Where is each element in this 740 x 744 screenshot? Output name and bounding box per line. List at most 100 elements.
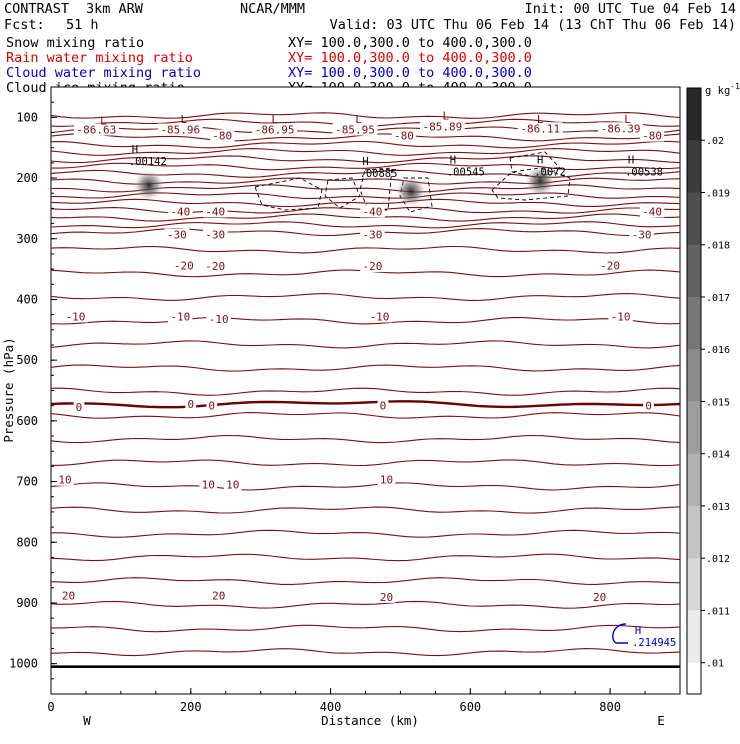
temperature-label-bg bbox=[377, 399, 389, 412]
temperature-label: -86.11 bbox=[520, 122, 560, 135]
temperature-label: -30 bbox=[363, 229, 383, 242]
high-marker: H bbox=[450, 155, 456, 167]
colorbar-swatch bbox=[687, 401, 701, 455]
temperature-label: -20 bbox=[363, 260, 383, 273]
y-tick-label: 400 bbox=[16, 292, 38, 306]
temperature-label-bg bbox=[252, 123, 298, 136]
temperature-label: -86.95 bbox=[255, 123, 295, 136]
high-marker-value: .00538 bbox=[625, 167, 663, 179]
temperature-label: 0 bbox=[645, 400, 652, 413]
colorbar-unit: g kg-1 bbox=[705, 82, 740, 97]
x-axis-east-label: E bbox=[657, 713, 665, 728]
isotherm-line bbox=[51, 162, 680, 171]
x-axis-west-label: W bbox=[83, 713, 91, 728]
colorbar-tick-label: .015 bbox=[706, 397, 730, 408]
field-xy-rain: XY= 100.0,300.0 to 400.0,300.0 bbox=[288, 50, 532, 66]
temperature-label-bg bbox=[210, 129, 235, 142]
temperature-label-bg bbox=[203, 228, 228, 241]
isotherm-line bbox=[51, 412, 680, 419]
isotherm-line bbox=[51, 221, 680, 229]
temperature-label: -80 bbox=[212, 130, 232, 143]
colorbar-tick-label: .012 bbox=[706, 554, 730, 565]
temperature-label-bg bbox=[517, 122, 563, 135]
colorbar-swatch bbox=[687, 349, 701, 402]
high-marker-value: .0072 bbox=[534, 167, 566, 179]
low-marker: L bbox=[180, 113, 187, 126]
isotherm-line bbox=[51, 624, 680, 633]
temperature-label: 10 bbox=[202, 479, 215, 492]
temperature-label-bg bbox=[199, 478, 218, 491]
isotherm-line bbox=[51, 245, 680, 254]
colorbar-tick-label: .018 bbox=[706, 241, 730, 252]
colorbar: g kg-1 .02 .019 .018 .017 .016 .015 .014 .013 .0… bbox=[686, 82, 740, 716]
isotherm-line bbox=[51, 364, 680, 372]
center-name: NCAR/MMM bbox=[240, 1, 305, 17]
temperature-label-bg bbox=[203, 205, 228, 218]
temperature-label: -20 bbox=[205, 260, 225, 273]
temperature-label: -86.63 bbox=[77, 123, 117, 136]
colorbar-tick-label: .01 bbox=[706, 659, 724, 670]
contour-labels: -86.63 -85.96 -86.95 -85.95 -85.89 -86.11 -86.… bbox=[56, 120, 665, 604]
isotherm-line bbox=[51, 434, 680, 444]
colorbar-tick-label: .017 bbox=[706, 293, 730, 304]
high-marker-value: .00545 bbox=[447, 167, 485, 179]
fcst-label: Fcst: bbox=[4, 17, 45, 33]
colorbar-unit-text: g kg bbox=[705, 85, 730, 97]
temperature-label-bg bbox=[171, 259, 196, 272]
temperature-label-bg bbox=[391, 129, 417, 142]
isotherm-line bbox=[51, 648, 680, 657]
temperature-label: 20 bbox=[62, 590, 75, 603]
isotherm-line bbox=[51, 293, 680, 301]
temperature-label-bg bbox=[629, 228, 654, 241]
temperature-label-bg bbox=[332, 123, 378, 136]
colorbar-swatch bbox=[687, 453, 701, 507]
temperature-label-bg bbox=[360, 228, 385, 241]
temperature-label: -80 bbox=[394, 130, 414, 143]
temperature-label-bg bbox=[168, 310, 193, 323]
colorbar-tick-label: .016 bbox=[706, 345, 730, 356]
x-axis-title: Distance (km) bbox=[321, 713, 419, 728]
header: CONTRAST 3km ARW NCAR/MMM Init: 00 UTC T… bbox=[4, 1, 736, 33]
field-name-snow: Snow mixing ratio bbox=[6, 35, 144, 51]
temperature-label: 20 bbox=[380, 591, 393, 604]
high-marker: H bbox=[628, 155, 634, 167]
temperature-label-bg bbox=[73, 400, 85, 413]
temperature-label-bg bbox=[59, 589, 78, 602]
y-tick-label: 200 bbox=[16, 171, 38, 185]
temperature-label-bg bbox=[223, 478, 242, 491]
temperature-label: 10 bbox=[380, 474, 393, 487]
temperature-label: -86.39 bbox=[601, 122, 641, 135]
isotherm-line bbox=[51, 506, 680, 514]
y-tick-label: 500 bbox=[16, 353, 38, 367]
cloud-ice-outline bbox=[491, 167, 571, 201]
project-name: CONTRAST bbox=[4, 1, 69, 17]
temperature-label: -10 bbox=[611, 310, 631, 323]
low-marker: L bbox=[537, 113, 544, 126]
temperature-label-bg bbox=[377, 590, 396, 603]
colorbar-swatch bbox=[687, 192, 701, 246]
cloud-ice-maximum bbox=[133, 170, 164, 201]
temperature-label: -85.96 bbox=[160, 123, 200, 136]
temperature-label-bg bbox=[157, 123, 203, 136]
low-marker: L bbox=[355, 113, 362, 126]
field-name-rain: Rain water mixing ratio bbox=[6, 50, 193, 66]
colorbar-unit-exp: -1 bbox=[730, 82, 740, 91]
temperature-label: 0 bbox=[380, 400, 387, 413]
y-tick-label: 800 bbox=[16, 535, 38, 549]
temperature-label-bg bbox=[164, 228, 189, 241]
y-tick-label: 600 bbox=[16, 414, 38, 428]
temperature-label: 10 bbox=[226, 479, 239, 492]
temperature-label: 20 bbox=[593, 591, 606, 604]
temperature-label: -30 bbox=[205, 229, 225, 242]
isotherm-line bbox=[51, 198, 680, 208]
field-name-cloud-water: Cloud water mixing ratio bbox=[6, 65, 201, 81]
isotherm-line bbox=[51, 387, 680, 396]
cloud-ice-maximum bbox=[525, 166, 556, 197]
temperature-label: -30 bbox=[167, 229, 187, 242]
colorbar-swatch bbox=[687, 610, 701, 664]
temperature-label-bg bbox=[74, 123, 119, 136]
temperature-label: -40 bbox=[170, 205, 190, 218]
y-tick-label: 300 bbox=[16, 232, 38, 246]
colorbar-tick-label: .019 bbox=[706, 188, 730, 199]
temperature-label: -80 bbox=[642, 130, 662, 143]
